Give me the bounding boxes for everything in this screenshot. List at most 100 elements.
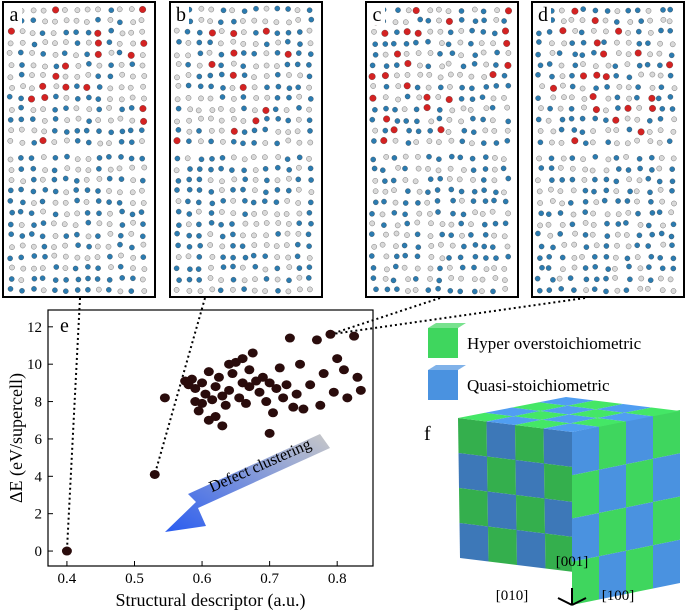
atom [130,255,136,261]
atom [94,29,102,37]
atom [130,177,136,183]
atom [415,200,421,206]
atom [614,140,620,147]
atom [549,177,555,183]
atom [649,71,656,78]
atom [219,233,226,240]
atom [637,128,645,136]
atom [185,61,191,68]
atom [669,166,675,172]
atom [394,286,400,292]
atom [568,106,575,112]
atom [119,128,126,135]
atom [414,118,420,125]
atom [445,8,452,14]
atom [85,72,92,78]
atom [405,140,412,146]
atom [52,52,59,58]
atom [262,140,269,146]
atom [502,286,508,292]
atom [263,220,270,226]
x-tick-label: 0.6 [193,571,212,587]
atom [229,85,236,91]
atom [412,7,420,14]
atom [483,266,490,272]
atom [116,165,123,172]
atom [436,6,442,13]
atom [368,73,376,80]
atom [85,275,91,282]
atom [107,231,114,237]
atom [668,209,674,216]
atom [95,233,101,239]
atom [634,116,641,123]
atom [427,28,434,35]
atom [457,254,464,261]
atom [86,139,92,146]
y-tick-label: 6 [35,432,43,448]
atom [636,40,643,47]
atom [40,287,47,294]
atom [196,176,203,183]
cube-cell [597,412,653,422]
atom [536,39,542,45]
atom [106,188,112,194]
atom [636,177,643,184]
atom [262,288,268,294]
atom [559,7,565,14]
atom [51,220,57,227]
cube-cell [572,469,599,519]
atom [140,177,146,184]
atom [634,137,640,144]
atom [130,73,136,80]
atom [605,139,611,145]
atom [394,253,400,260]
atom [372,127,378,134]
atom [52,107,58,113]
atom [262,27,270,35]
atom [252,167,259,173]
atom [20,265,27,272]
atom [656,165,663,172]
atom [297,72,303,79]
atom [469,140,475,147]
cube-cell [572,556,599,605]
atom [6,50,13,56]
atom [436,115,443,122]
atom [219,243,226,250]
atom [74,156,81,162]
atom [427,211,433,217]
atom [207,39,213,46]
atom [656,50,663,57]
atom [39,198,46,205]
atom [579,115,586,122]
atom [241,50,247,56]
atom [390,277,397,284]
atom [582,265,589,271]
atom [218,28,225,34]
atom [403,28,411,36]
atom [501,189,507,196]
atom [423,93,431,101]
atom [413,139,419,145]
atom [638,71,644,78]
atom [297,41,303,47]
atom [296,116,302,123]
point [217,391,228,401]
atom [567,275,574,281]
atom [61,221,68,227]
atom [141,73,148,79]
atom [53,63,60,70]
atom [479,288,485,294]
atom [382,276,389,282]
atom [275,154,281,160]
atom [449,242,456,249]
atom [106,39,113,45]
atom [218,277,224,283]
atom [472,253,479,260]
atom [62,73,69,80]
atom [471,188,478,195]
atom [185,198,191,205]
atom [482,221,488,228]
atom [19,62,25,68]
